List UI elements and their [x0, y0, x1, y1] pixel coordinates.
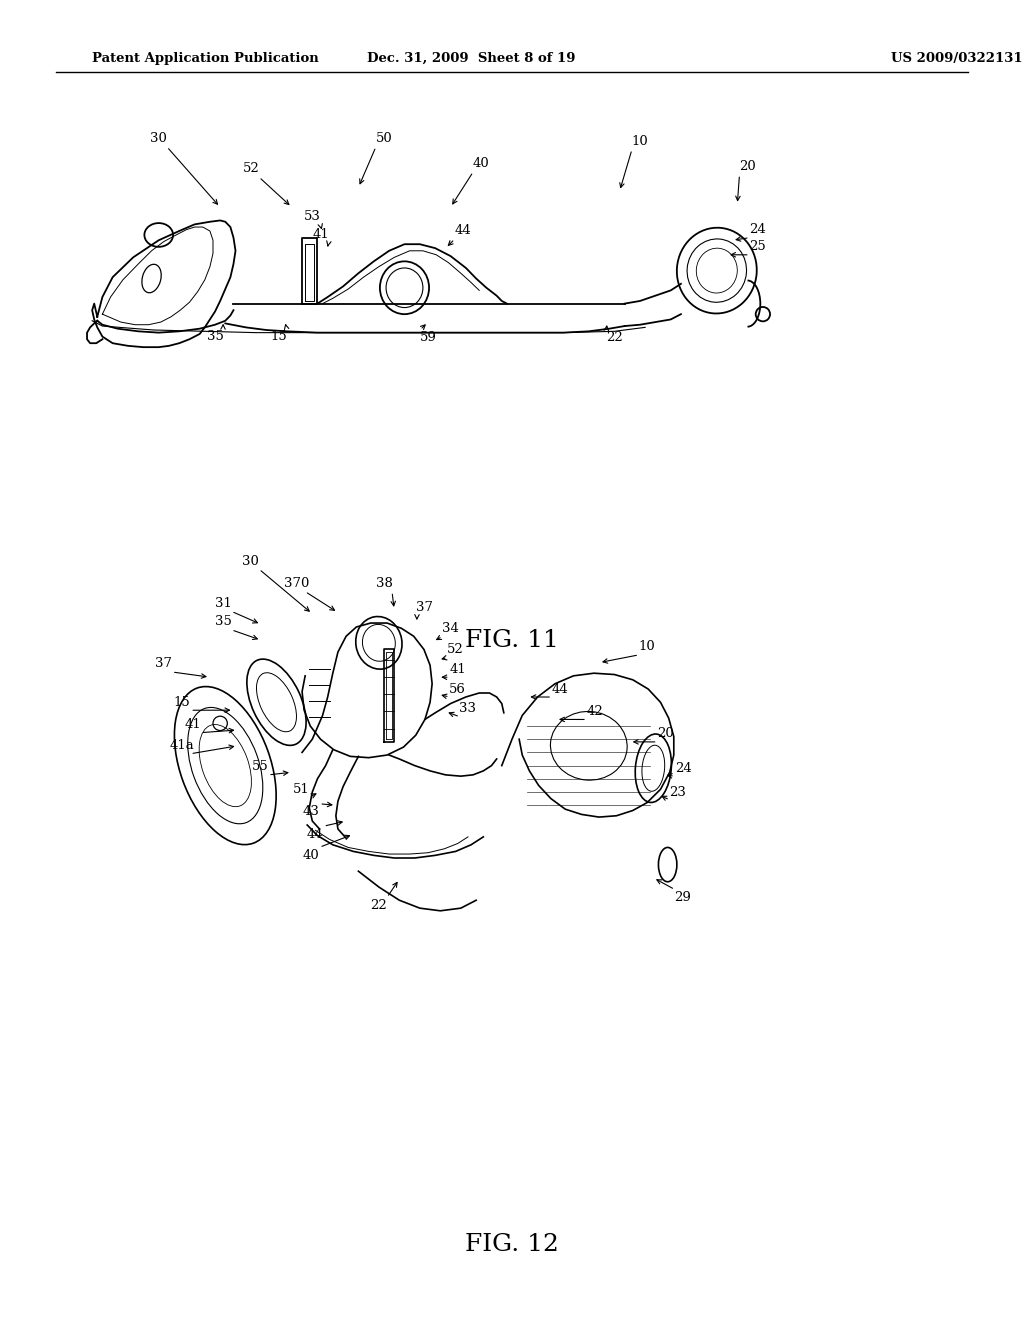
- Text: 30: 30: [243, 554, 259, 568]
- Text: 44: 44: [455, 224, 471, 238]
- Text: 41: 41: [312, 228, 329, 242]
- Text: 38: 38: [376, 577, 392, 590]
- Text: 42: 42: [587, 705, 603, 718]
- Text: 59: 59: [420, 331, 436, 345]
- Text: 33: 33: [460, 702, 476, 715]
- Text: 10: 10: [639, 640, 655, 653]
- Text: FIG. 12: FIG. 12: [465, 1233, 559, 1257]
- Text: 31: 31: [215, 597, 231, 610]
- Text: 22: 22: [371, 899, 387, 912]
- Text: 30: 30: [151, 132, 167, 145]
- Text: 35: 35: [207, 330, 223, 343]
- Text: 52: 52: [447, 643, 464, 656]
- Text: FIG. 11: FIG. 11: [465, 628, 559, 652]
- Text: 43: 43: [303, 805, 319, 818]
- Text: 41a: 41a: [170, 739, 195, 752]
- Text: 40: 40: [473, 157, 489, 170]
- Text: Dec. 31, 2009  Sheet 8 of 19: Dec. 31, 2009 Sheet 8 of 19: [367, 53, 575, 65]
- Text: 29: 29: [675, 891, 691, 904]
- Text: 52: 52: [243, 162, 259, 176]
- Text: 24: 24: [750, 223, 766, 236]
- Text: 24: 24: [675, 762, 691, 775]
- Text: 20: 20: [739, 160, 756, 173]
- Text: 22: 22: [606, 331, 623, 345]
- Text: 41: 41: [450, 663, 466, 676]
- Text: 53: 53: [304, 210, 321, 223]
- Text: 15: 15: [174, 696, 190, 709]
- Text: 25: 25: [750, 240, 766, 253]
- Text: 44: 44: [307, 828, 324, 841]
- Text: Patent Application Publication: Patent Application Publication: [92, 53, 318, 65]
- Text: 10: 10: [632, 135, 648, 148]
- Text: 23: 23: [670, 785, 686, 799]
- Text: 34: 34: [442, 622, 459, 635]
- Text: 40: 40: [303, 849, 319, 862]
- Text: 37: 37: [417, 601, 433, 614]
- Text: 20: 20: [657, 727, 674, 741]
- Text: US 2009/0322131 A1: US 2009/0322131 A1: [891, 53, 1024, 65]
- Text: 41: 41: [184, 718, 201, 731]
- Text: 55: 55: [252, 760, 268, 774]
- Text: 37: 37: [156, 657, 172, 671]
- Text: 35: 35: [215, 615, 231, 628]
- Text: 44: 44: [552, 682, 568, 696]
- Text: 15: 15: [270, 330, 287, 343]
- Text: 56: 56: [450, 682, 466, 696]
- Text: 370: 370: [285, 577, 309, 590]
- Text: 50: 50: [376, 132, 392, 145]
- Text: 51: 51: [293, 783, 309, 796]
